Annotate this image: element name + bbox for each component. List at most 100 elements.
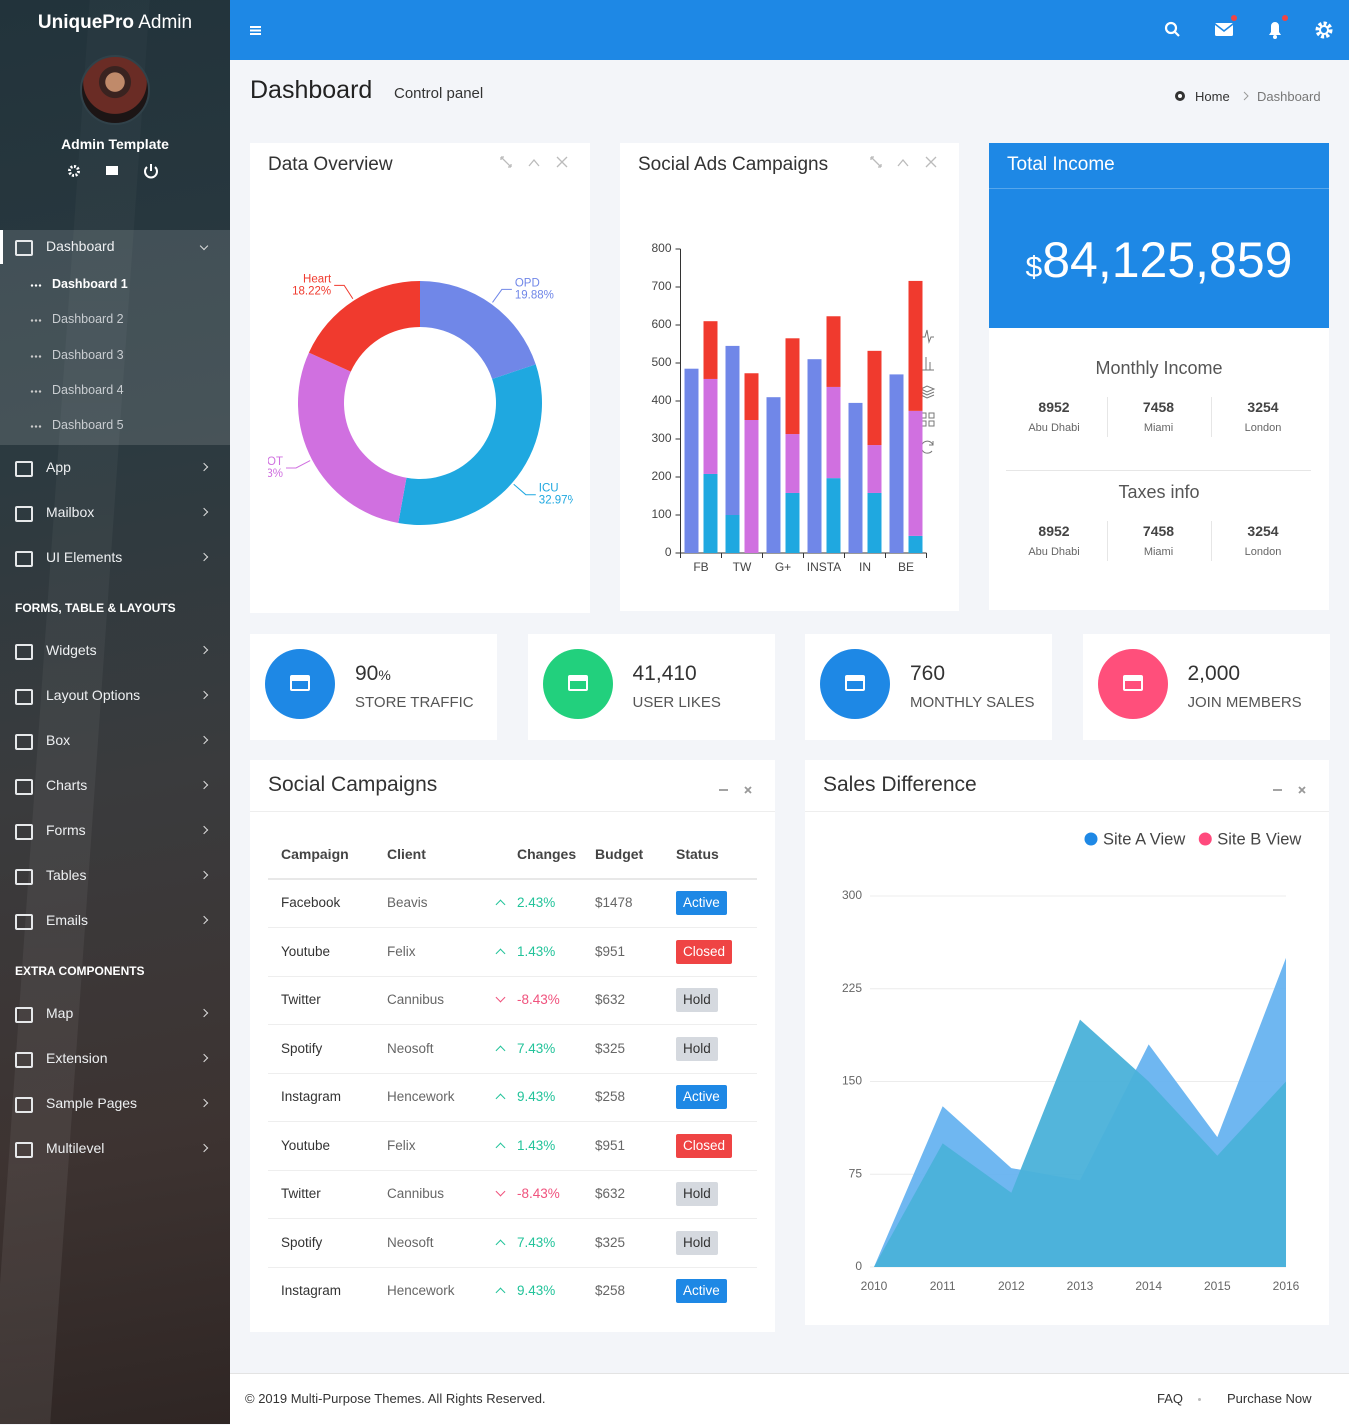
menu-icon xyxy=(15,1097,33,1113)
table-header: Client xyxy=(387,846,426,862)
menu-item[interactable]: Charts xyxy=(46,777,88,793)
submenu-item[interactable]: Dashboard 3 xyxy=(52,347,124,362)
menu-icon xyxy=(15,1142,33,1158)
breadcrumb-current: Dashboard xyxy=(1257,89,1321,104)
row-rule xyxy=(268,1024,757,1025)
settings-icon[interactable] xyxy=(68,165,80,177)
total-income-card: Total Income $84,125,859 Monthly Income 8… xyxy=(989,143,1329,610)
notification-icon[interactable] xyxy=(1269,15,1288,39)
menu-item[interactable]: Dashboard xyxy=(46,238,115,254)
menu-item[interactable]: Forms xyxy=(46,822,86,838)
stat-box: 760 MONTHLY SALES xyxy=(805,634,1052,740)
menu-item[interactable]: Emails xyxy=(46,912,89,928)
avatar[interactable] xyxy=(80,55,150,125)
page-title: Dashboard xyxy=(250,76,373,104)
table-cell: Twitter xyxy=(281,992,321,1007)
stat-value: 760 xyxy=(910,662,946,685)
table-cell: Hencework xyxy=(387,1089,455,1104)
stat-box: 41,410 USER LIKES xyxy=(527,634,775,740)
table-cell: 9.43% xyxy=(517,1089,556,1104)
table-cell: Beavis xyxy=(387,895,428,910)
submenu-item[interactable]: Dashboard 1 xyxy=(52,277,128,291)
power-icon[interactable] xyxy=(144,164,158,179)
income-value: 7458 xyxy=(1142,523,1175,539)
sidebar: UniquePro Admin Admin Template Dashboard… xyxy=(0,0,230,1424)
menu-icon xyxy=(15,240,33,256)
income-header xyxy=(989,143,1329,328)
menu-chevron xyxy=(199,735,209,745)
trend-icon xyxy=(495,948,506,958)
footer-link[interactable]: Purchase Now xyxy=(1227,1391,1312,1406)
mail-icon[interactable] xyxy=(106,166,118,175)
submenu-bullet xyxy=(30,425,42,428)
stat-icon xyxy=(820,649,890,719)
card-title: Sales Difference xyxy=(823,773,977,796)
copyright: © 2019 Multi-Purpose Themes. All Rights … xyxy=(245,1391,546,1406)
submenu-item[interactable]: Dashboard 2 xyxy=(52,312,124,327)
income-label: Miami xyxy=(1143,422,1174,434)
submenu-bullet xyxy=(30,354,42,358)
stat-glyph xyxy=(1122,675,1143,691)
menu-icon xyxy=(15,1052,33,1068)
settings-icon[interactable] xyxy=(1315,21,1333,39)
footer: © 2019 Multi-Purpose Themes. All Rights … xyxy=(230,1373,1349,1425)
row-rule xyxy=(268,1121,757,1122)
menu-item[interactable]: Extension xyxy=(46,1050,108,1066)
table-cell: 1.43% xyxy=(517,943,556,959)
menu-icon xyxy=(15,869,33,885)
stat-label: STORE TRAFFIC xyxy=(355,694,474,711)
table-cell: 9.43% xyxy=(517,1283,556,1298)
stat-label: USER LIKES xyxy=(632,694,721,711)
menu-chevron xyxy=(199,645,209,655)
brand-name: UniquePro xyxy=(37,12,134,33)
menu-item[interactable]: Multilevel xyxy=(46,1140,105,1156)
table-header: Budget xyxy=(595,846,644,862)
row-rule xyxy=(268,1218,757,1219)
row-rule xyxy=(268,1072,757,1074)
table-cell: Felix xyxy=(387,1137,416,1153)
menu-chevron xyxy=(199,1143,209,1153)
menu-item[interactable]: UI Elements xyxy=(46,549,123,565)
menu-item[interactable]: App xyxy=(46,459,71,475)
menu-item[interactable]: Map xyxy=(46,1005,74,1021)
trend-icon xyxy=(495,1186,506,1197)
table-header: Campaign xyxy=(281,846,349,862)
breadcrumb-home[interactable]: Home xyxy=(1195,89,1230,104)
menu-toggle[interactable] xyxy=(250,26,261,35)
menu-item[interactable]: Box xyxy=(46,732,71,748)
card-title: Social Ads Campaigns xyxy=(638,154,829,175)
submenu-item[interactable]: Dashboard 5 xyxy=(52,418,124,432)
footer-link[interactable]: FAQ xyxy=(1157,1391,1184,1406)
mail-icon[interactable] xyxy=(1214,15,1237,36)
menu-chevron xyxy=(199,915,209,925)
menu-chevron xyxy=(199,1053,209,1063)
table-cell: Cannibus xyxy=(387,1186,445,1201)
table-header: Changes xyxy=(517,846,577,862)
currency: $ xyxy=(1025,251,1043,284)
group-divider xyxy=(1006,470,1311,471)
status-badge: Hold xyxy=(676,1036,718,1061)
trend-icon xyxy=(495,992,506,1003)
row-rule xyxy=(268,1169,757,1171)
menu-chevron xyxy=(199,1098,209,1108)
search-icon[interactable] xyxy=(1164,21,1180,37)
card-title: Social Campaigns xyxy=(268,773,438,796)
column-divider xyxy=(1211,397,1212,437)
income-value: 3254 xyxy=(1247,523,1279,539)
submenu-item[interactable]: Dashboard 4 xyxy=(52,382,124,397)
menu-item[interactable]: Widgets xyxy=(46,642,97,658)
table-cell: 2.43% xyxy=(517,895,556,910)
menu-item[interactable]: Layout Options xyxy=(46,687,141,703)
table-cell: $632 xyxy=(595,1186,626,1201)
stat-box: 90% STORE TRAFFIC xyxy=(250,634,497,740)
menu-item[interactable]: Mailbox xyxy=(46,504,95,520)
brand[interactable]: UniquePro Admin xyxy=(0,12,230,34)
menu-icon xyxy=(15,506,33,522)
menu-chevron xyxy=(199,1008,209,1018)
social-ads-card: Social Ads Campaigns xyxy=(620,143,959,611)
stat-value-row: 41,410 xyxy=(633,662,697,686)
trend-icon xyxy=(495,1045,506,1055)
menu-item[interactable]: Tables xyxy=(46,867,87,883)
menu-item[interactable]: Sample Pages xyxy=(46,1095,138,1111)
